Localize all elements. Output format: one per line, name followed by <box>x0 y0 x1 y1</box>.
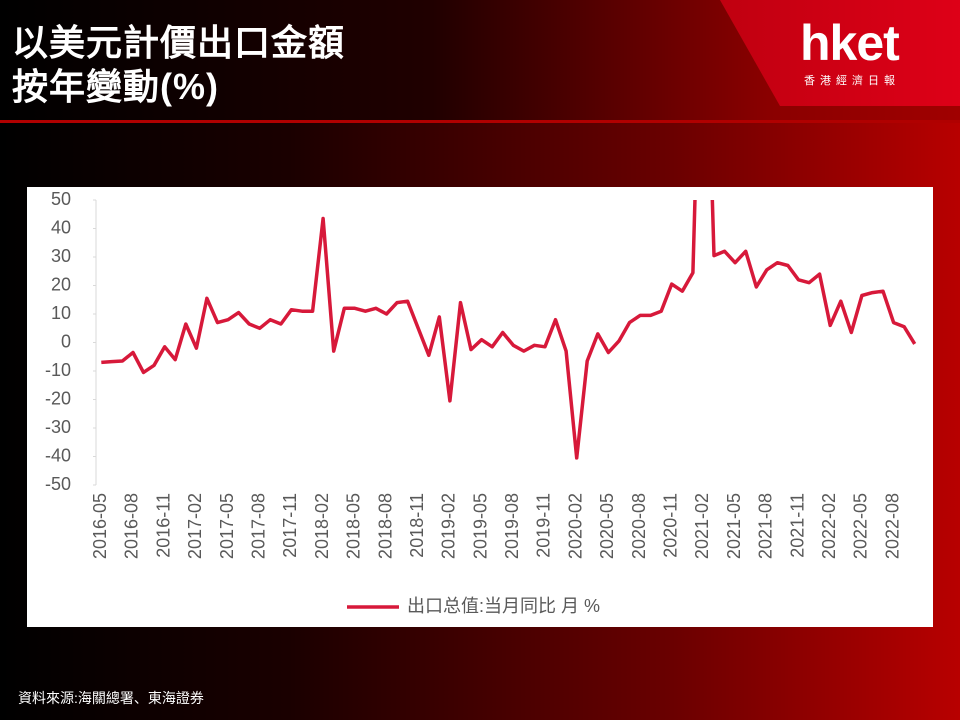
y-tick-label: -30 <box>45 417 71 437</box>
x-tick-label: 2018-08 <box>375 493 395 559</box>
x-tick-label: 2017-11 <box>280 493 300 558</box>
x-tick-label: 2017-02 <box>185 493 205 559</box>
y-tick-label: 0 <box>61 331 71 351</box>
x-tick-label: 2018-11 <box>407 493 427 558</box>
logo-subtitle: 香港經濟日報 <box>804 75 900 87</box>
y-tick-label: -20 <box>45 388 71 408</box>
x-tick-label: 2017-05 <box>217 493 237 559</box>
x-tick-label: 2016-08 <box>122 493 142 559</box>
y-tick-label: -50 <box>45 474 71 494</box>
y-tick-label: 10 <box>51 303 71 323</box>
x-tick-label: 2022-02 <box>819 493 839 559</box>
x-tick-label: 2021-11 <box>787 493 807 558</box>
x-tick-label: 2022-05 <box>851 493 871 559</box>
x-tick-label: 2016-11 <box>153 493 173 558</box>
x-tick-label: 2022-08 <box>882 493 902 559</box>
x-tick-label: 2018-05 <box>344 493 364 559</box>
x-tick-label: 2020-08 <box>629 493 649 559</box>
line <box>101 200 917 460</box>
x-tick-label: 2020-11 <box>660 493 680 558</box>
chart: -50 -40 -30 -20 -10 0 10 20 30 40 50 2016-05 2016-08… <box>27 187 933 627</box>
chart-background <box>27 187 933 627</box>
x-tick-label: 2020-05 <box>597 493 617 559</box>
x-tick-label: 2017-08 <box>248 493 268 559</box>
x-tick-label: 2021-02 <box>692 493 712 559</box>
x-tick-label: 2019-02 <box>439 493 459 559</box>
y-tick-label: -10 <box>45 360 71 380</box>
y-tick-label: -40 <box>45 445 71 465</box>
x-tick-label: 2021-08 <box>756 493 776 559</box>
x-tick-label: 2019-05 <box>470 493 490 559</box>
x-tick-label: 2020-02 <box>565 493 585 559</box>
x-tick-label: 2016-05 <box>90 493 110 559</box>
x-tick-label: 2019-11 <box>534 493 554 558</box>
y-tick-label: 20 <box>51 274 71 294</box>
logo: hket <box>800 15 900 71</box>
x-tick-label: 2021-05 <box>724 493 744 559</box>
y-tick-label: 40 <box>51 217 71 237</box>
x-tick-label: 2019-08 <box>502 493 522 559</box>
title: 按年變動(%) <box>12 66 219 107</box>
source: 資料來源:海關總署、東海證券 <box>18 690 204 706</box>
y-tick-label: 30 <box>51 246 71 266</box>
title: 以美元計價出口金額 <box>12 22 346 63</box>
legend-label: 出口总值:当月同比 月 % <box>407 596 600 616</box>
y-tick-label: 50 <box>51 189 71 209</box>
x-tick-label: 2018-02 <box>312 493 332 559</box>
